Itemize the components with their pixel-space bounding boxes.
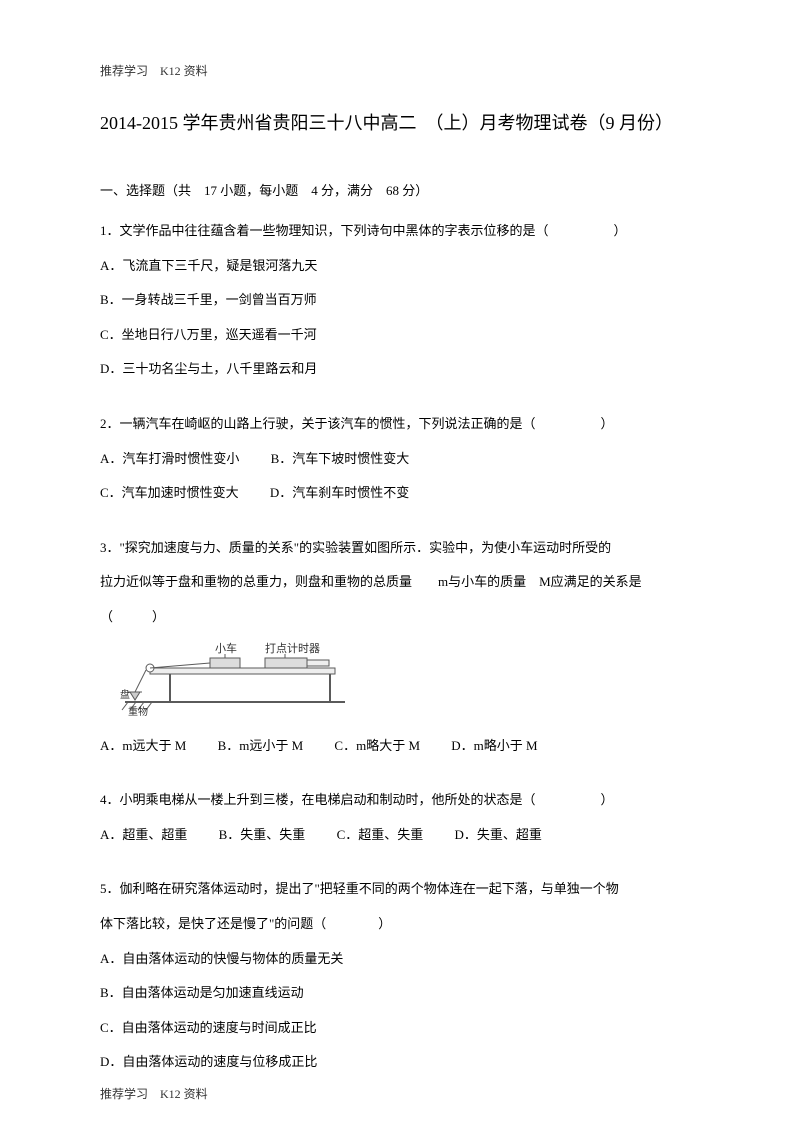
q3-line1: 3．"探究加速度与力、质量的关系"的实验装置如图所示．实验中，为使小车运动时所受… bbox=[100, 534, 692, 563]
q2-option-b: B．汽车下坡时惯性变大 bbox=[271, 451, 410, 466]
diagram-timer-tape bbox=[307, 660, 329, 666]
q5-option-d: D．自由落体运动的速度与位移成正比 bbox=[100, 1048, 692, 1077]
q5-line2: 体下落比较，是快了还是慢了"的问题（ ） bbox=[100, 910, 692, 939]
header-text: 推荐学习 K12 资料 bbox=[100, 62, 692, 79]
q2-options-row2: C．汽车加速时惯性变大 D．汽车刹车时惯性不变 bbox=[100, 479, 692, 508]
q4-option-b: B．失重、失重 bbox=[219, 827, 306, 842]
q5-option-c: C．自由落体运动的速度与时间成正比 bbox=[100, 1014, 692, 1043]
q2-options-row1: A．汽车打滑时惯性变小 B．汽车下坡时惯性变大 bbox=[100, 445, 692, 474]
q3-options-row: A．m远大于 M B．m远小于 M C．m略大于 M D．m略小于 M bbox=[100, 732, 692, 761]
q4-option-d: D．失重、超重 bbox=[454, 827, 541, 842]
diagram-track bbox=[150, 668, 335, 674]
q4-option-c: C．超重、失重 bbox=[337, 827, 424, 842]
diagram-weight bbox=[130, 692, 140, 700]
q2-option-c: C．汽车加速时惯性变大 bbox=[100, 485, 239, 500]
q1-option-c: C．坐地日行八万里，巡天遥看一千河 bbox=[100, 321, 692, 350]
section-header: 一、选择题（共 17 小题，每小题 4 分，满分 68 分） bbox=[100, 180, 692, 199]
q5-option-b: B．自由落体运动是匀加速直线运动 bbox=[100, 979, 692, 1008]
footer-text: 推荐学习 K12 资料 bbox=[100, 1085, 692, 1102]
diagram-cart bbox=[210, 658, 240, 668]
diagram-label-timer: 打点计时器 bbox=[265, 641, 320, 655]
q2-option-d: D．汽车刹车时惯性不变 bbox=[270, 485, 409, 500]
q4-option-a: A．超重、超重 bbox=[100, 827, 187, 842]
q3-option-c: C．m略大于 M bbox=[334, 738, 420, 753]
q2-text: 2．一辆汽车在崎岖的山路上行驶，关于该汽车的惯性，下列说法正确的是（ ） bbox=[100, 410, 692, 439]
q3-diagram: 小车 打点计时器 盘 重物 bbox=[100, 640, 692, 720]
q1-option-a: A．飞流直下三千尺，疑是银河落九天 bbox=[100, 252, 692, 281]
q2-option-a: A．汽车打滑时惯性变小 bbox=[100, 451, 239, 466]
q1-option-d: D．三十功名尘与土，八千里路云和月 bbox=[100, 355, 692, 384]
q3-line2: 拉力近似等于盘和重物的总重力，则盘和重物的总质量 m与小车的质量 M应满足的关系… bbox=[100, 568, 692, 597]
q4-text: 4．小明乘电梯从一楼上升到三楼，在电梯启动和制动时，他所处的状态是（ ） bbox=[100, 786, 692, 815]
diagram-label-cart: 小车 bbox=[215, 641, 237, 655]
q3-line3: （ ） bbox=[100, 603, 692, 632]
q3-option-a: A．m远大于 M bbox=[100, 738, 186, 753]
page-title: 2014-2015 学年贵州省贵阳三十八中高二 （上）月考物理试卷（9 月份） bbox=[100, 109, 692, 135]
q1-option-b: B．一身转战三千里，一剑曾当百万师 bbox=[100, 286, 692, 315]
q1-text: 1．文学作品中往往蕴含着一些物理知识，下列诗句中黑体的字表示位移的是（ ） bbox=[100, 217, 692, 246]
diagram-string-v bbox=[135, 670, 146, 692]
diagram-label-weight: 重物 bbox=[128, 705, 148, 718]
diagram-string-h bbox=[150, 663, 210, 668]
q3-option-b: B．m远小于 M bbox=[218, 738, 304, 753]
q3-option-d: D．m略小于 M bbox=[451, 738, 537, 753]
diagram-timer bbox=[265, 658, 307, 668]
diagram-label-plate: 盘 bbox=[120, 688, 130, 701]
q5-line1: 5．伽利略在研究落体运动时，提出了"把轻重不同的两个物体连在一起下落，与单独一个… bbox=[100, 875, 692, 904]
q4-options-row: A．超重、超重 B．失重、失重 C．超重、失重 D．失重、超重 bbox=[100, 821, 692, 850]
q5-option-a: A．自由落体运动的快慢与物体的质量无关 bbox=[100, 945, 692, 974]
